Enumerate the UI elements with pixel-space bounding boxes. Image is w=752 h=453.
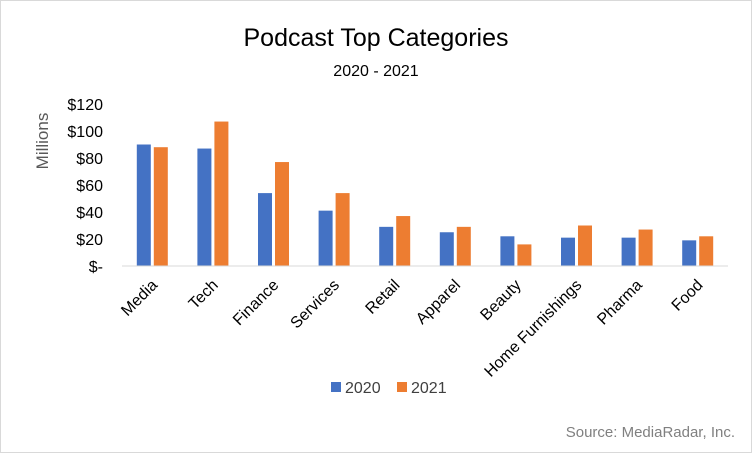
legend: 2020 2021 xyxy=(331,380,447,397)
category-label: Beauty xyxy=(477,277,524,324)
category-label: Tech xyxy=(186,277,222,313)
category-label: Finance xyxy=(230,277,282,329)
y-tick-label: $80 xyxy=(76,151,103,168)
bar-2021 xyxy=(275,162,289,266)
bars xyxy=(136,121,714,266)
y-axis-ticks: $- $20 $40 $60 $80 $100 $120 xyxy=(67,97,103,276)
bar-2021 xyxy=(638,229,653,266)
bar-2021 xyxy=(214,121,229,266)
y-tick-label: $20 xyxy=(76,232,103,249)
y-tick-label: $60 xyxy=(76,178,103,195)
bar-2020 xyxy=(621,237,636,266)
y-axis-label: Millions xyxy=(33,113,52,170)
bar-2021 xyxy=(396,216,411,266)
y-tick-label: $120 xyxy=(67,97,103,114)
category-labels: Media Tech Finance Services Retail Apparel Bea… xyxy=(118,277,706,381)
bar-2020 xyxy=(318,210,333,266)
chart-subtitle: 2020 - 2021 xyxy=(333,63,419,80)
bar-2021 xyxy=(699,236,714,266)
bar-2020 xyxy=(682,240,697,266)
legend-swatch-2020 xyxy=(331,382,341,392)
legend-swatch-2021 xyxy=(397,382,407,392)
y-tick-label: $100 xyxy=(67,124,103,141)
bar-2020 xyxy=(500,236,515,266)
category-label: Food xyxy=(669,277,707,315)
bar-2021 xyxy=(335,193,350,266)
chart-title: Podcast Top Categories xyxy=(244,24,509,52)
bar-2020 xyxy=(379,226,394,266)
source-note: Source: MediaRadar, Inc. xyxy=(566,424,735,441)
legend-label-2021: 2021 xyxy=(411,380,447,397)
bar-2020 xyxy=(258,193,272,266)
bar-2021 xyxy=(578,225,592,266)
y-tick-label: $40 xyxy=(76,205,103,222)
bar-2020 xyxy=(439,232,454,266)
bar-2021 xyxy=(517,244,532,266)
legend-label-2020: 2020 xyxy=(345,380,381,397)
bar-2021 xyxy=(456,226,471,266)
category-label: Services xyxy=(288,277,343,332)
y-tick-label: $- xyxy=(89,259,103,276)
category-label: Retail xyxy=(363,277,404,318)
category-label: Apparel xyxy=(413,277,464,328)
category-label: Pharma xyxy=(594,277,646,329)
bar-2020 xyxy=(197,148,212,266)
category-label: Media xyxy=(118,277,161,320)
bar-2020 xyxy=(561,237,575,266)
bar-2020 xyxy=(136,144,151,266)
bar-2021 xyxy=(153,147,168,266)
